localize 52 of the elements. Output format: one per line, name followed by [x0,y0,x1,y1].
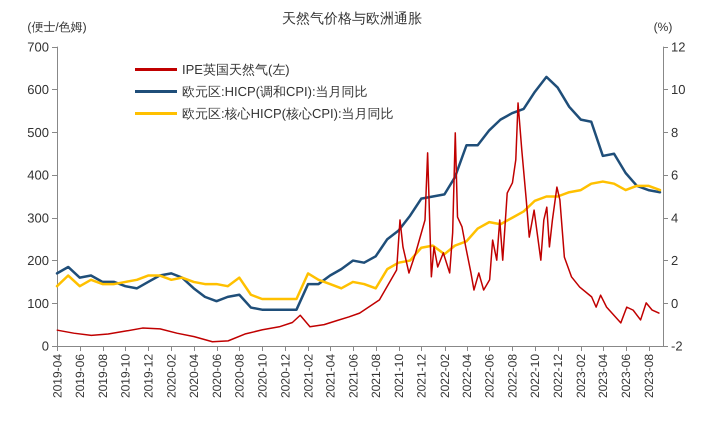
x-tick-label: 2020-06 [210,354,224,398]
x-tick-label: 2022-02 [438,354,452,398]
x-tick-label: 2019-12 [142,354,156,398]
chart-title: 天然气价格与欧洲通胀 [282,10,422,26]
y2-tick-label: 10 [671,82,686,98]
y-tick-label: 500 [27,124,49,140]
x-tick-label: 2021-12 [414,354,429,398]
y2-tick-label: 8 [671,124,678,140]
y2-tick-label: 12 [671,40,686,54]
x-tick-label: 2022-08 [505,354,520,398]
x-tick-label: 2020-10 [255,354,270,398]
y-tick-label: 100 [27,296,49,311]
x-tick-label: 2021-06 [346,354,360,398]
x-tick-label: 2021-08 [369,354,384,398]
y2-tick-label: -2 [671,338,683,354]
x-tick-label: 2020-04 [187,354,202,398]
x-tick-label: 2019-04 [50,354,64,398]
line-series [56,102,660,342]
x-tick-label: 2022-04 [460,354,474,398]
x-tick-label: 2020-02 [164,354,179,398]
y2-tick-label: 0 [671,296,678,311]
y2-tick-label: 6 [671,168,678,183]
y-tick-label: 600 [27,82,49,98]
legend-label: IPE英国天然气(左) [182,62,290,77]
line-series [56,180,662,300]
y2-tick-label: 2 [671,253,678,268]
y-tick-label: 200 [27,253,49,268]
x-tick-label: 2021-04 [323,354,338,398]
x-tick-label: 2019-08 [96,354,110,398]
x-tick-label: 2022-06 [482,354,497,398]
y-tick-label: 0 [42,338,49,354]
y-axis-title: (便士/色姆) [27,20,87,34]
x-tick-label: 2022-12 [551,354,566,398]
x-tick-label: 2023-04 [596,354,610,398]
x-tick-label: 2023-02 [574,354,588,398]
legend-label: 欧元区:核心HICP(核心CPI):当月同比 [182,106,394,121]
y2-axis-title: (%) [654,20,672,34]
y-tick-label: 300 [27,210,49,226]
y-tick-label: 700 [27,40,49,54]
legend-label: 欧元区:HICP(调和CPI):当月同比 [182,84,368,99]
y-tick-label: 400 [27,168,49,183]
x-tick-label: 2019-06 [73,354,88,398]
y2-tick-label: 4 [671,210,678,226]
x-tick-label: 2021-10 [392,354,406,398]
x-tick-label: 2023-08 [642,354,656,398]
x-tick-label: 2021-02 [301,354,316,398]
x-tick-label: 2020-08 [232,354,247,398]
x-tick-label: 2022-10 [528,354,542,398]
x-tick-label: 2023-06 [619,354,634,398]
line-series [56,76,662,311]
x-tick-label: 2019-10 [118,354,133,398]
x-tick-label: 2020-12 [278,354,292,398]
